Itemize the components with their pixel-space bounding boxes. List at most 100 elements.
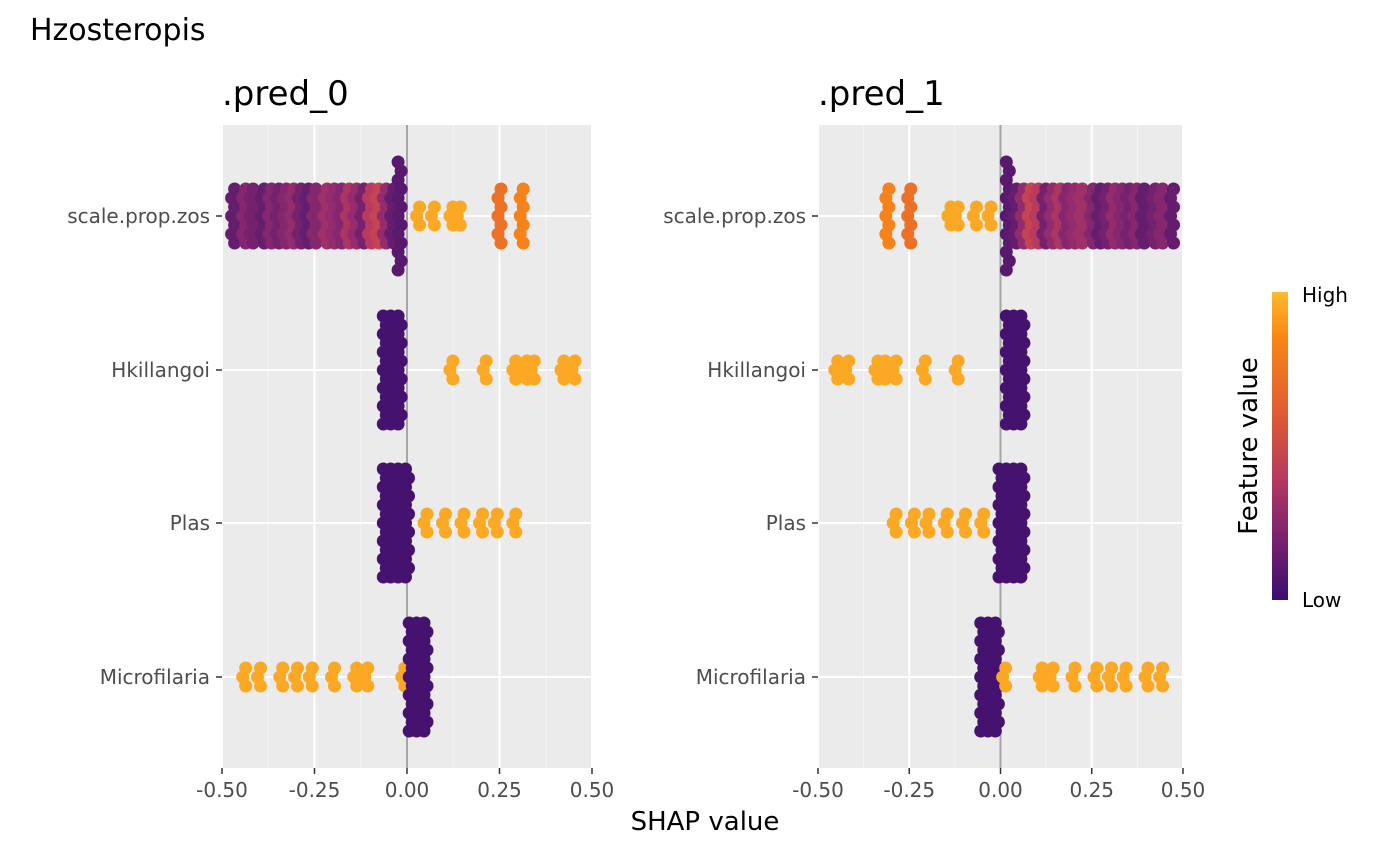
data-point <box>951 218 965 232</box>
data-point <box>889 525 903 539</box>
panel-title: .pred_1 <box>818 74 945 114</box>
data-point <box>446 372 460 386</box>
panel-pred_0: .pred_0 scale.prop.zos Hkillangoi Plas Micro… <box>67 74 614 802</box>
legend-title: Feature value <box>1234 357 1264 535</box>
data-point <box>918 372 932 386</box>
legend-low-label: Low <box>1302 588 1341 612</box>
data-point <box>1035 679 1049 693</box>
legend: Feature value High Low <box>1234 283 1348 612</box>
x-tick-label: 0.50 <box>570 778 615 802</box>
data-point <box>509 525 523 539</box>
data-point <box>417 724 431 738</box>
data-point <box>1105 679 1118 693</box>
facet-panels: .pred_0 scale.prop.zos Hkillangoi Plas Micro… <box>67 74 1205 802</box>
data-point <box>988 724 1002 738</box>
data-point <box>509 372 523 386</box>
data-point <box>305 679 319 693</box>
x-tick-label: -0.25 <box>883 778 935 802</box>
feature-label: scale.prop.zos <box>67 204 210 228</box>
series-Plas <box>376 462 523 584</box>
data-point <box>842 372 856 386</box>
data-point <box>557 372 571 386</box>
x-tick-label: 0.50 <box>1161 778 1206 802</box>
data-point <box>1075 236 1089 250</box>
panel-pred_1: .pred_1 scale.prop.zos Hkillangoi Plas Micro… <box>663 74 1205 802</box>
data-point <box>940 525 954 539</box>
data-point <box>878 372 892 386</box>
data-point <box>420 525 434 539</box>
feature-label: Hkillangoi <box>707 358 806 382</box>
data-point <box>907 525 921 539</box>
x-tick-label: -0.50 <box>196 778 248 802</box>
data-point <box>1068 679 1082 693</box>
x-tick-label: 0.25 <box>1069 778 1114 802</box>
data-point <box>1141 679 1155 693</box>
data-point <box>291 679 304 693</box>
data-point <box>951 372 965 386</box>
series-scale-prop-zos <box>879 155 1181 277</box>
data-point <box>904 236 918 250</box>
series-Hkillangoi <box>376 309 582 431</box>
data-point <box>568 372 582 386</box>
data-point <box>476 525 489 539</box>
feature-label: Hkillangoi <box>111 358 210 382</box>
data-point <box>1119 679 1133 693</box>
data-point <box>328 679 341 693</box>
chart-title: Hzosteropis <box>30 13 206 48</box>
feature-label: Microfilaria <box>100 665 210 689</box>
data-point <box>453 218 467 232</box>
data-point <box>1156 679 1170 693</box>
data-point <box>490 525 504 539</box>
data-point <box>1137 236 1151 250</box>
data-point <box>276 679 290 693</box>
feature-label: Plas <box>170 511 210 535</box>
series-Microfilaria <box>236 616 434 738</box>
data-point <box>228 236 242 250</box>
data-point <box>516 236 530 250</box>
data-point <box>889 372 903 386</box>
data-point <box>246 236 260 250</box>
data-point <box>999 679 1013 693</box>
data-point <box>479 372 493 386</box>
panel-title: .pred_0 <box>222 74 349 114</box>
data-point <box>1046 679 1060 693</box>
x-tick-label: 0.00 <box>978 778 1023 802</box>
data-point <box>984 218 998 232</box>
data-point <box>882 236 896 250</box>
feature-label: Plas <box>766 511 806 535</box>
data-point <box>969 218 983 232</box>
data-point <box>239 679 253 693</box>
x-axis-title: SHAP value <box>631 807 780 837</box>
series-Hkillangoi <box>828 309 1031 431</box>
data-point <box>350 679 364 693</box>
data-point <box>309 236 323 250</box>
data-point <box>413 218 427 232</box>
series-Plas <box>886 462 1031 584</box>
series-scale-prop-zos <box>225 155 530 277</box>
x-tick-label: -0.50 <box>792 778 844 802</box>
data-point <box>1156 236 1170 250</box>
x-tick-label: 0.00 <box>385 778 430 802</box>
data-point <box>1014 570 1028 584</box>
data-point <box>457 525 471 539</box>
data-point <box>977 525 991 539</box>
data-point <box>831 372 845 386</box>
x-tick-label: 0.25 <box>477 778 522 802</box>
legend-color-bar <box>1272 292 1288 600</box>
data-point <box>391 417 405 431</box>
legend-high-label: High <box>1302 283 1348 307</box>
data-point <box>391 263 405 277</box>
data-point <box>1090 679 1104 693</box>
data-point <box>399 570 412 584</box>
data-point <box>361 679 375 693</box>
data-point <box>1167 236 1181 250</box>
x-tick-label: -0.25 <box>289 778 341 802</box>
data-point <box>494 236 508 250</box>
series-Microfilaria <box>974 616 1170 738</box>
feature-label: scale.prop.zos <box>663 204 806 228</box>
data-point <box>922 525 936 539</box>
data-point <box>527 372 541 386</box>
data-point <box>1014 417 1028 431</box>
data-point <box>427 218 441 232</box>
